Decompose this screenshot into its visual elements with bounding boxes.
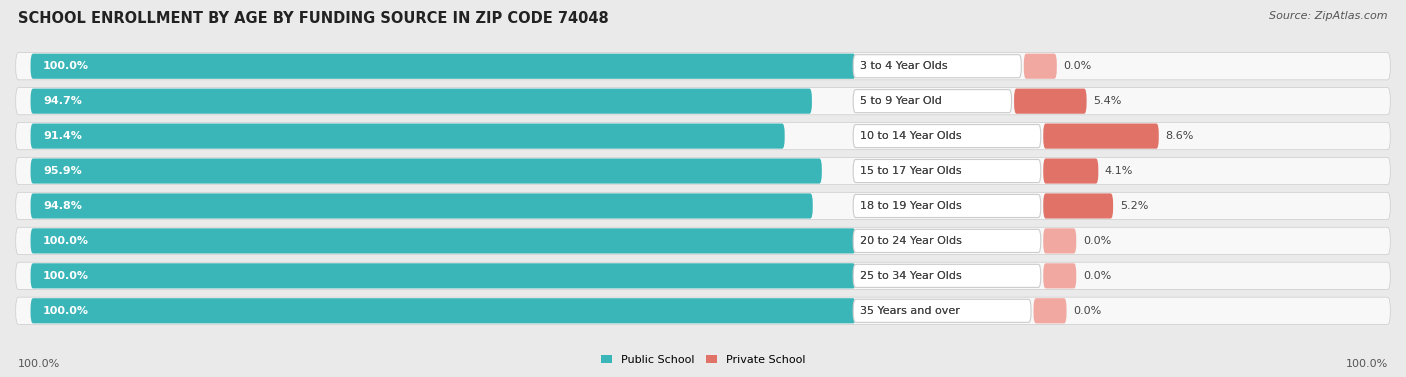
- FancyBboxPatch shape: [15, 52, 1391, 80]
- Text: 5.4%: 5.4%: [1094, 96, 1122, 106]
- Text: 94.8%: 94.8%: [44, 201, 82, 211]
- FancyBboxPatch shape: [31, 124, 785, 149]
- FancyBboxPatch shape: [853, 124, 1040, 148]
- Text: 0.0%: 0.0%: [1083, 271, 1111, 281]
- FancyBboxPatch shape: [15, 227, 1391, 254]
- FancyBboxPatch shape: [31, 263, 856, 288]
- FancyBboxPatch shape: [15, 87, 1391, 115]
- Text: 94.7%: 94.7%: [44, 96, 82, 106]
- Text: 20 to 24 Year Olds: 20 to 24 Year Olds: [859, 236, 962, 246]
- FancyBboxPatch shape: [1043, 228, 1076, 253]
- FancyBboxPatch shape: [31, 193, 813, 219]
- Text: 100.0%: 100.0%: [44, 236, 89, 246]
- FancyBboxPatch shape: [31, 298, 856, 323]
- FancyBboxPatch shape: [15, 123, 1391, 150]
- FancyBboxPatch shape: [31, 228, 856, 253]
- Text: 25 to 34 Year Olds: 25 to 34 Year Olds: [859, 271, 962, 281]
- Text: 18 to 19 Year Olds: 18 to 19 Year Olds: [859, 201, 962, 211]
- FancyBboxPatch shape: [853, 229, 1040, 253]
- FancyBboxPatch shape: [853, 90, 1011, 113]
- FancyBboxPatch shape: [853, 264, 1040, 287]
- FancyBboxPatch shape: [15, 262, 1391, 290]
- Text: 0.0%: 0.0%: [1073, 306, 1101, 316]
- Text: 5 to 9 Year Old: 5 to 9 Year Old: [859, 96, 942, 106]
- FancyBboxPatch shape: [853, 55, 1021, 78]
- Text: 15 to 17 Year Olds: 15 to 17 Year Olds: [859, 166, 962, 176]
- FancyBboxPatch shape: [1043, 158, 1098, 184]
- Text: 20 to 24 Year Olds: 20 to 24 Year Olds: [859, 236, 962, 246]
- Text: 100.0%: 100.0%: [18, 359, 60, 369]
- FancyBboxPatch shape: [853, 299, 1031, 322]
- Text: 0.0%: 0.0%: [1083, 236, 1111, 246]
- Text: 35 Years and over: 35 Years and over: [859, 306, 960, 316]
- FancyBboxPatch shape: [31, 158, 823, 184]
- Text: 100.0%: 100.0%: [44, 61, 89, 71]
- FancyBboxPatch shape: [1043, 193, 1114, 219]
- Text: 35 Years and over: 35 Years and over: [859, 306, 960, 316]
- FancyBboxPatch shape: [15, 158, 1391, 185]
- FancyBboxPatch shape: [15, 192, 1391, 219]
- Text: 0.0%: 0.0%: [1063, 61, 1091, 71]
- Text: 10 to 14 Year Olds: 10 to 14 Year Olds: [859, 131, 962, 141]
- FancyBboxPatch shape: [1024, 54, 1057, 79]
- Text: 100.0%: 100.0%: [44, 306, 89, 316]
- Text: 18 to 19 Year Olds: 18 to 19 Year Olds: [859, 201, 962, 211]
- Text: 100.0%: 100.0%: [1346, 359, 1388, 369]
- FancyBboxPatch shape: [1043, 263, 1076, 288]
- Text: 4.1%: 4.1%: [1105, 166, 1133, 176]
- Text: 25 to 34 Year Olds: 25 to 34 Year Olds: [859, 271, 962, 281]
- Text: 15 to 17 Year Olds: 15 to 17 Year Olds: [859, 166, 962, 176]
- Text: 3 to 4 Year Olds: 3 to 4 Year Olds: [859, 61, 948, 71]
- FancyBboxPatch shape: [1014, 89, 1087, 114]
- Text: 100.0%: 100.0%: [44, 271, 89, 281]
- Text: 3 to 4 Year Olds: 3 to 4 Year Olds: [859, 61, 948, 71]
- FancyBboxPatch shape: [853, 159, 1040, 182]
- FancyBboxPatch shape: [853, 195, 1040, 218]
- Text: 91.4%: 91.4%: [44, 131, 82, 141]
- FancyBboxPatch shape: [1033, 298, 1067, 323]
- Text: 5 to 9 Year Old: 5 to 9 Year Old: [859, 96, 942, 106]
- FancyBboxPatch shape: [1043, 124, 1159, 149]
- Text: 5.2%: 5.2%: [1119, 201, 1149, 211]
- Text: SCHOOL ENROLLMENT BY AGE BY FUNDING SOURCE IN ZIP CODE 74048: SCHOOL ENROLLMENT BY AGE BY FUNDING SOUR…: [18, 11, 609, 26]
- FancyBboxPatch shape: [31, 89, 811, 114]
- Text: 10 to 14 Year Olds: 10 to 14 Year Olds: [859, 131, 962, 141]
- Text: 8.6%: 8.6%: [1166, 131, 1194, 141]
- FancyBboxPatch shape: [15, 297, 1391, 325]
- Text: Source: ZipAtlas.com: Source: ZipAtlas.com: [1270, 11, 1388, 21]
- FancyBboxPatch shape: [31, 54, 856, 79]
- Legend: Public School, Private School: Public School, Private School: [596, 350, 810, 369]
- Text: 95.9%: 95.9%: [44, 166, 82, 176]
